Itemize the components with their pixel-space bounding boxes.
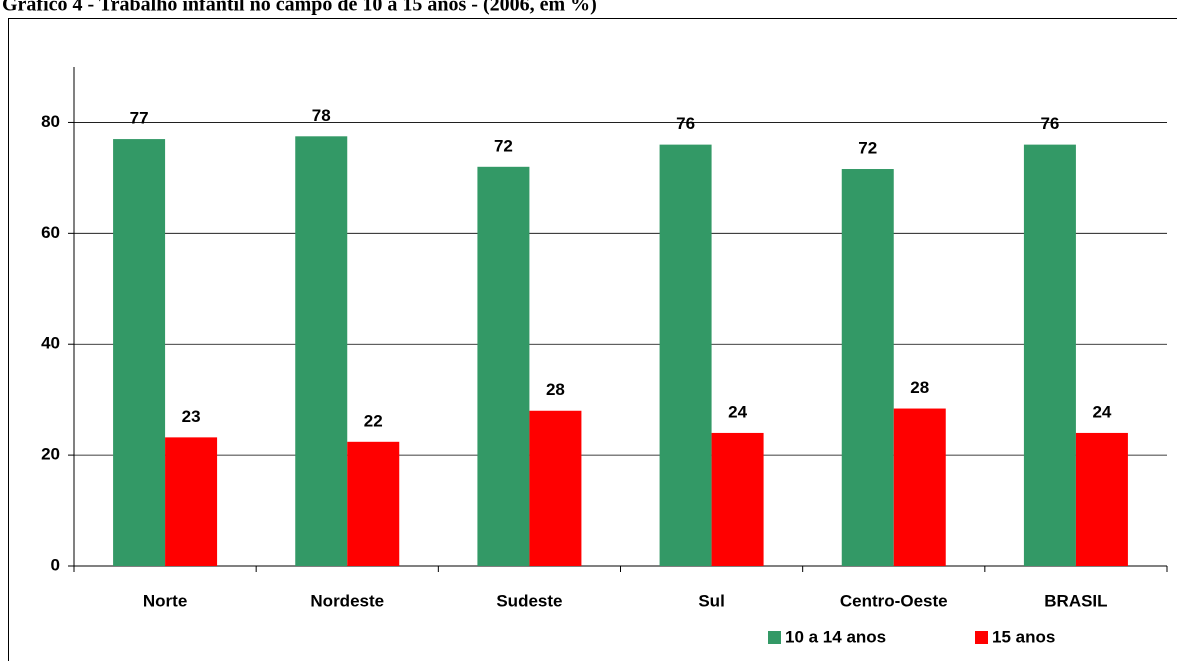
y-tick-label: 60 (41, 223, 60, 242)
bar (113, 139, 166, 567)
bar (347, 441, 400, 566)
bar (165, 437, 218, 566)
bar (529, 410, 582, 566)
chart-frame (8, 18, 1177, 661)
data-label: 28 (546, 380, 565, 399)
bar (1075, 432, 1128, 566)
y-tick-label: 20 (41, 445, 60, 464)
x-tick-label: Norte (143, 591, 187, 610)
data-label: 72 (494, 136, 513, 155)
x-tick-label: BRASIL (1044, 591, 1107, 610)
y-tick-label: 40 (41, 334, 60, 353)
bar (893, 408, 946, 566)
x-tick-label: Sudeste (496, 591, 562, 610)
legend-label: 15 anos (992, 627, 1055, 646)
bar (295, 136, 348, 567)
data-label: 24 (728, 402, 747, 421)
data-label: 24 (1092, 402, 1111, 421)
data-label: 23 (182, 407, 201, 426)
legend-swatch (975, 631, 988, 644)
y-tick-label: 80 (41, 112, 60, 131)
data-label: 72 (858, 139, 877, 158)
bar (1023, 144, 1076, 566)
data-label: 22 (364, 411, 383, 430)
chart-title: Gráfico 4 - Trabalho infantil no campo d… (2, 0, 597, 16)
legend-swatch (768, 631, 781, 644)
bar (659, 144, 712, 566)
data-label: 28 (910, 378, 929, 397)
bar (477, 166, 530, 567)
data-label: 77 (130, 109, 149, 128)
data-label: 76 (1040, 114, 1059, 133)
x-tick-label: Sul (698, 591, 724, 610)
x-tick-label: Nordeste (310, 591, 384, 610)
bar (841, 169, 894, 567)
y-tick-label: 0 (51, 555, 60, 574)
legend-label: 10 a 14 anos (785, 627, 886, 646)
data-label: 76 (676, 114, 695, 133)
bar (711, 432, 764, 566)
data-label: 78 (312, 106, 331, 125)
x-tick-label: Centro-Oeste (840, 591, 948, 610)
